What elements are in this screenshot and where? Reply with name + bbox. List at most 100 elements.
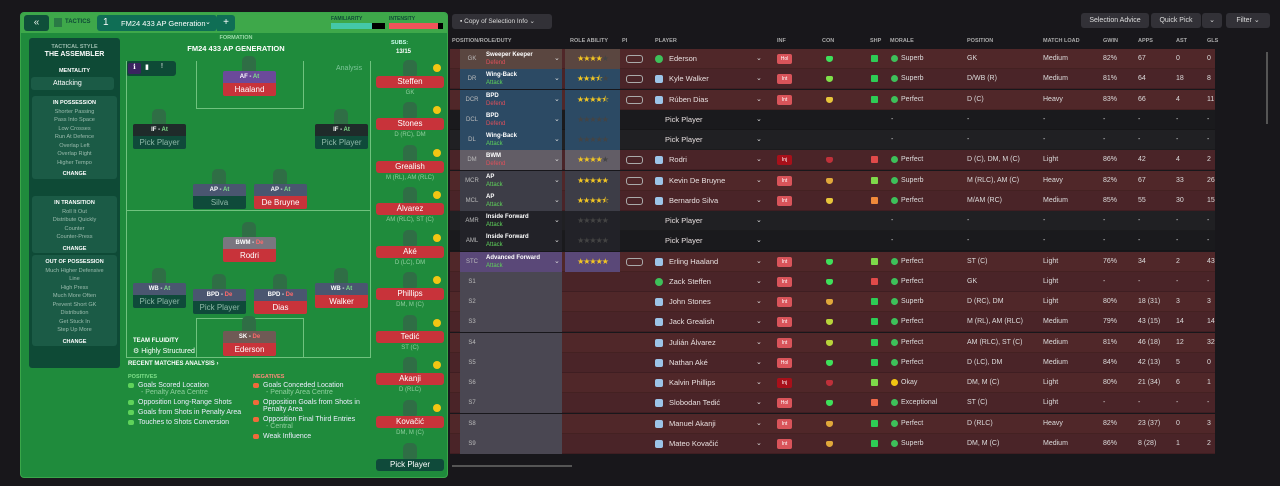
column-header[interactable]: GLS xyxy=(1207,38,1219,44)
sub-player-name[interactable]: Phillips xyxy=(376,288,444,300)
player-instructions-icon[interactable] xyxy=(626,196,643,205)
info-badge[interactable]: Hol xyxy=(777,398,792,409)
player-selector[interactable]: Pick Player xyxy=(665,211,780,231)
player-selector[interactable]: Dias xyxy=(254,301,307,314)
sub-player-name[interactable]: Pick Player xyxy=(376,459,444,471)
player-selector[interactable]: Pick Player xyxy=(665,110,780,130)
role-duty-selector[interactable]: BPD - De xyxy=(254,289,307,301)
table-row[interactable]: DM BWM Defend ⌄ ★★★★★ Rodri ⌄ Inj Perfect D (C), … xyxy=(450,150,1215,171)
info-badge[interactable]: Int xyxy=(777,297,792,307)
role-duty-selector[interactable]: WB - At xyxy=(133,283,186,295)
column-header[interactable]: MORALE xyxy=(890,38,914,44)
info-badge[interactable]: Int xyxy=(777,337,792,348)
vertical-scrollbar[interactable] xyxy=(1266,52,1268,124)
pitch-position-card[interactable]: AF - At Haaland xyxy=(223,71,276,96)
player-selector[interactable]: Pick Player xyxy=(315,136,368,149)
alert-icon[interactable]: ! xyxy=(161,63,163,70)
player-selector[interactable]: Haaland xyxy=(223,83,276,96)
info-icon[interactable]: ℹ xyxy=(128,63,141,74)
player-selector[interactable]: Zack Steffen xyxy=(655,272,770,292)
info-badge[interactable]: Inj xyxy=(777,155,792,166)
role-duty-selector[interactable]: BWM - De xyxy=(223,237,276,249)
column-header[interactable]: PI xyxy=(622,38,628,44)
formation-dropdown[interactable]: FM24 433 AP GENERATION xyxy=(187,44,285,53)
table-row[interactable]: S8 Manuel Akanji ⌄ Int Perfect D (RLC) Heavy 82… xyxy=(450,413,1215,434)
player-selector[interactable]: Slobodan Tedić xyxy=(655,393,770,413)
recent-matches-analysis-link[interactable]: RECENT MATCHES ANALYSIS › xyxy=(128,361,219,367)
info-badge[interactable]: Int xyxy=(777,256,792,267)
player-selector[interactable]: Pick Player xyxy=(665,130,780,150)
player-selector[interactable]: Jack Grealish xyxy=(655,312,770,332)
role-selector[interactable]: AP Attack xyxy=(484,170,562,191)
table-row[interactable]: AML Inside Forward Attack ⌄ ★★★★★ Pick Player… xyxy=(450,231,1215,252)
sub-slot[interactable]: Grealish M (RL), AM (RLC) xyxy=(376,161,444,181)
player-selector[interactable]: John Stones xyxy=(655,292,770,312)
player-selector[interactable]: Rodri xyxy=(223,249,276,262)
sub-player-name[interactable]: Aké xyxy=(376,246,444,258)
player-selector[interactable]: Mateo Kovačić xyxy=(655,434,770,454)
column-header[interactable]: POSITION xyxy=(967,38,994,44)
player-selector[interactable]: Kyle Walker xyxy=(655,69,770,89)
player-instructions-icon[interactable] xyxy=(626,257,643,266)
role-selector[interactable]: Sweeper Keeper Defend xyxy=(484,49,562,69)
role-selector[interactable]: Wing-Back Attack xyxy=(484,69,562,90)
sub-player-name[interactable]: Álvarez xyxy=(376,203,444,215)
player-instructions-icon[interactable] xyxy=(626,176,643,185)
pitch-position-card[interactable]: SK - De Ederson xyxy=(223,331,276,356)
table-row[interactable]: DR Wing-Back Attack ⌄ ★★★⯪★ Kyle Walker ⌄ Int Su… xyxy=(450,69,1215,90)
sub-slot[interactable]: Aké D (LC), DM xyxy=(376,246,444,266)
column-header[interactable]: GWIN xyxy=(1103,38,1118,44)
player-selector[interactable]: Kevin De Bruyne xyxy=(655,171,770,191)
player-instructions-icon[interactable] xyxy=(626,95,643,104)
player-selector[interactable]: Kalvin Phillips xyxy=(655,373,770,393)
role-selector[interactable]: BPD Defend xyxy=(484,89,562,110)
role-duty-selector[interactable]: AF - At xyxy=(223,71,276,83)
column-header[interactable]: ROLE ABILITY xyxy=(570,38,608,44)
role-selector[interactable]: AP Attack xyxy=(484,190,562,211)
table-row[interactable]: S5 Nathan Aké ⌄ Hol Perfect D (LC), DM Medium 8… xyxy=(450,352,1215,373)
sub-player-name[interactable]: Grealish xyxy=(376,161,444,173)
table-row[interactable]: S9 Mateo Kovačić ⌄ Int Superb DM, M (C) Medium… xyxy=(450,433,1215,454)
player-selector[interactable]: Rodri xyxy=(655,150,770,170)
info-badge[interactable]: Int xyxy=(777,276,792,287)
table-row[interactable]: DL Wing-Back Attack ⌄ ★★★★★ Pick Player ⌄ - - - - -… xyxy=(450,130,1215,150)
role-selector[interactable]: BPD Defend xyxy=(484,109,562,130)
back-button[interactable]: « xyxy=(24,15,49,31)
table-row[interactable]: DCR BPD Defend ⌄ ★★★★⯪ Rúben Dias ⌄ Int Perfect D… xyxy=(450,89,1215,110)
pitch-position-card[interactable]: IF - At Pick Player xyxy=(315,124,368,149)
role-duty-selector[interactable]: BPD - De xyxy=(193,289,246,301)
sub-slot[interactable]: Pick Player xyxy=(376,459,444,473)
table-row[interactable]: MCR AP Attack ⌄ ★★★★★ Kevin De Bruyne ⌄ Int Supe… xyxy=(450,170,1215,191)
player-selector[interactable]: Rúben Dias xyxy=(655,90,770,110)
role-duty-selector[interactable]: IF - At xyxy=(315,124,368,136)
sub-player-name[interactable]: Stones xyxy=(376,118,444,130)
role-selector[interactable]: Inside Forward Attack xyxy=(484,231,562,252)
role-selector[interactable]: Advanced Forward Attack xyxy=(484,251,562,272)
sub-slot[interactable]: Phillips DM, M (C) xyxy=(376,288,444,308)
sub-player-name[interactable]: Steffen xyxy=(376,76,444,88)
player-selector[interactable]: Pick Player xyxy=(133,136,186,149)
sub-slot[interactable]: Kovačić DM, M (C) xyxy=(376,416,444,436)
analysis-button[interactable]: Analysis xyxy=(336,65,363,72)
table-row[interactable]: MCL AP Attack ⌄ ★★★★⯪ Bernardo Silva ⌄ Int Perfe… xyxy=(450,190,1215,211)
table-row[interactable]: S4 Julián Álvarez ⌄ Int Perfect AM (RLC), ST … xyxy=(450,332,1215,353)
role-selector[interactable]: BWM Defend xyxy=(484,150,562,171)
table-row[interactable]: S1 Zack Steffen ⌄ Int Perfect GK Light - - - - xyxy=(450,271,1215,292)
change-button[interactable]: CHANGE xyxy=(62,245,87,252)
player-selector[interactable]: Pick Player xyxy=(193,301,246,314)
player-instructions-icon[interactable] xyxy=(626,75,643,84)
player-selector[interactable]: Walker xyxy=(315,295,368,308)
pitch-position-card[interactable]: AP - At Silva xyxy=(193,184,246,209)
role-duty-selector[interactable]: WB - At xyxy=(315,283,368,295)
role-selector[interactable]: Inside Forward Attack xyxy=(484,211,562,231)
player-selector[interactable]: Julián Álvarez xyxy=(655,333,770,353)
info-badge[interactable]: Int xyxy=(777,317,792,328)
pitch-position-card[interactable]: AP - At De Bruyne xyxy=(254,184,307,209)
table-row[interactable]: AMR Inside Forward Attack ⌄ ★★★★★ Pick Player… xyxy=(450,211,1215,231)
player-selector[interactable]: Bernardo Silva xyxy=(655,191,770,211)
player-selector[interactable]: De Bruyne xyxy=(254,196,307,209)
role-duty-selector[interactable]: AP - At xyxy=(254,184,307,196)
mentality-dropdown[interactable]: Attacking xyxy=(31,77,114,90)
pitch-position-card[interactable]: IF - At Pick Player xyxy=(133,124,186,149)
role-duty-selector[interactable]: SK - De xyxy=(223,331,276,343)
